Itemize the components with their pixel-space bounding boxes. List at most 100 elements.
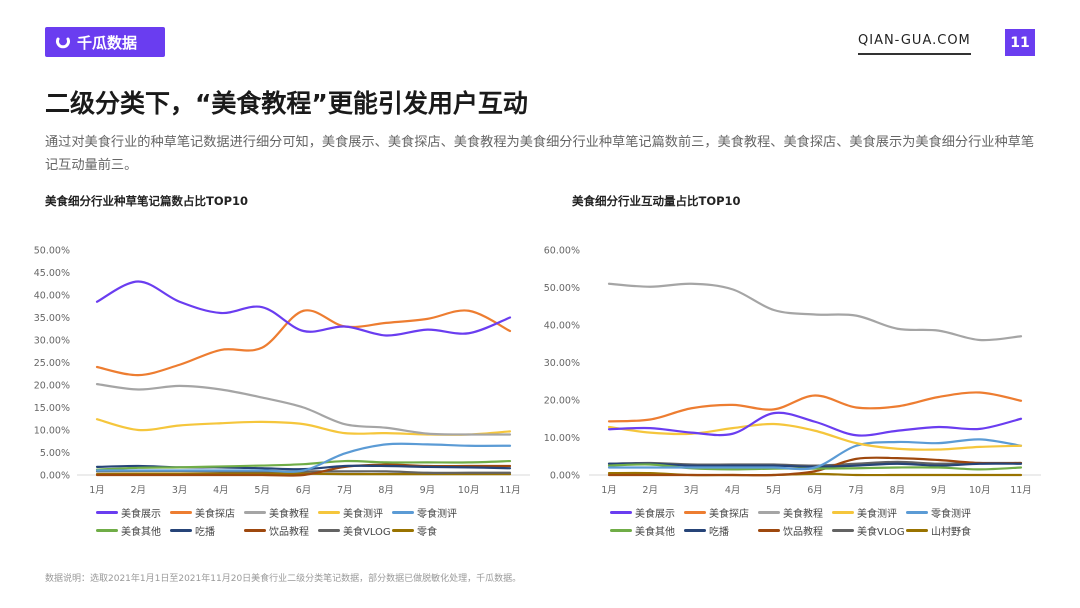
y-tick-label: 40.00%: [34, 291, 70, 302]
data-note: 数据说明：选取2021年1月1日至2021年11月20日美食行业二级分类笔记数据…: [45, 574, 522, 584]
legend-swatch: [684, 529, 706, 532]
legend-swatch: [244, 529, 266, 532]
legend-swatch: [684, 511, 706, 514]
legend-label: 零食测评: [417, 509, 457, 520]
legend-item: 吃播: [684, 523, 758, 538]
legend-swatch: [392, 511, 414, 514]
y-tick-label: 40.00%: [544, 321, 580, 332]
legend-swatch: [96, 511, 118, 514]
legend-swatch: [170, 511, 192, 514]
legend-label: 美食其他: [121, 527, 161, 538]
legend-label: 美食其他: [635, 527, 675, 538]
legend-item: 饮品教程: [758, 523, 832, 538]
legend-item: 零食测评: [392, 505, 466, 520]
legend-label: 吃播: [709, 527, 729, 538]
interaction-chart-legend: 美食展示 美食探店 美食教程 美食测评 零食测评 美食其他 吃播 饮品教程 美食VLOG 山村野食: [610, 505, 980, 538]
x-tick-label: 3月: [172, 485, 188, 495]
series-line-美食测评: [95, 418, 512, 436]
legend-item: 美食探店: [170, 505, 244, 520]
legend-item: 美食展示: [96, 505, 170, 520]
y-tick-label: 20.00%: [544, 396, 580, 407]
legend-label: 美食探店: [195, 509, 235, 520]
x-tick-label: 1月: [601, 485, 617, 495]
x-tick-label: 6月: [296, 485, 312, 495]
legend-swatch: [758, 511, 780, 514]
legend-item: 美食VLOG: [832, 523, 906, 538]
y-tick-label: 0.00%: [550, 471, 580, 482]
x-tick-label: 4月: [725, 485, 741, 495]
x-tick-label: 8月: [890, 485, 906, 495]
legend-label: 零食测评: [931, 509, 971, 520]
legend-swatch: [392, 529, 414, 532]
legend-swatch: [170, 529, 192, 532]
legend-label: 美食VLOG: [343, 527, 391, 538]
series-line-美食教程: [607, 282, 1023, 342]
notes-share-chart: 0.00% 5.00% 10.00% 15.00% 20.00% 25.00% 30.00%…: [34, 246, 530, 495]
y-tick-label: 45.00%: [34, 268, 70, 279]
x-tick-label: 11月: [499, 485, 521, 495]
x-tick-label: 2月: [642, 485, 658, 495]
y-tick-label: 30.00%: [544, 358, 580, 369]
series-line-美食其他: [95, 459, 512, 471]
x-tick-label: 8月: [378, 485, 394, 495]
y-tick-label: 60.00%: [544, 246, 580, 257]
legend-label: 吃播: [195, 527, 215, 538]
x-tick-label: 10月: [969, 485, 991, 495]
series-line-零食测评: [95, 442, 512, 473]
legend-swatch: [906, 511, 928, 514]
legend-item: 美食测评: [318, 505, 392, 520]
x-tick-label: 1月: [89, 485, 105, 495]
legend-swatch: [832, 529, 854, 532]
y-tick-label: 50.00%: [34, 246, 70, 257]
series-line-美食展示: [95, 280, 512, 337]
page-number: 11: [1005, 29, 1035, 56]
series-line-美食测评: [607, 422, 1023, 451]
legend-label: 美食测评: [857, 509, 897, 520]
legend-label: 美食测评: [343, 509, 383, 520]
legend-swatch: [318, 511, 340, 514]
legend-label: 零食: [417, 527, 437, 538]
x-tick-label: 7月: [337, 485, 353, 495]
x-tick-label: 5月: [766, 485, 782, 495]
chart-title-notes: 美食细分行业种草笔记篇数占比TOP10: [45, 194, 249, 208]
logo-icon: [56, 37, 70, 49]
legend-label: 美食展示: [635, 509, 675, 520]
series-line-零食测评: [607, 438, 1023, 471]
x-tick-label: 11月: [1010, 485, 1032, 495]
legend-item: 美食展示: [610, 505, 684, 520]
y-tick-label: 20.00%: [34, 381, 70, 392]
legend-label: 美食探店: [709, 509, 749, 520]
legend-item: 美食其他: [96, 523, 170, 538]
interaction-share-chart: 0.00% 10.00% 20.00% 30.00% 40.00% 50.00% 60.00…: [544, 246, 1041, 495]
legend-label: 美食VLOG: [857, 527, 905, 538]
x-tick-label: 10月: [458, 485, 480, 495]
y-tick-label: 15.00%: [34, 403, 70, 414]
legend-item: 美食教程: [758, 505, 832, 520]
legend-item: 美食VLOG: [318, 523, 392, 538]
site-url: QIAN-GUA.COM: [858, 33, 971, 55]
y-tick-label: 35.00%: [34, 313, 70, 324]
x-tick-label: 9月: [931, 485, 947, 495]
x-tick-label: 7月: [848, 485, 864, 495]
series-line-美食展示: [607, 411, 1023, 437]
logo-text: 千瓜数据: [77, 33, 138, 52]
legend-item: 美食探店: [684, 505, 758, 520]
description: 通过对美食行业的种草笔记数据进行细分可知，美食展示、美食探店、美食教程为美食细分…: [45, 135, 1035, 173]
series-line-美食探店: [95, 309, 512, 377]
legend-label: 饮品教程: [269, 527, 309, 538]
x-tick-label: 2月: [131, 485, 147, 495]
page-title: 二级分类下，“美食教程”更能引发用户互动: [45, 89, 528, 118]
legend-item: 零食测评: [906, 505, 980, 520]
series-line-饮品教程: [607, 456, 1023, 477]
y-tick-label: 10.00%: [544, 433, 580, 444]
legend-swatch: [906, 529, 928, 532]
x-tick-label: 3月: [684, 485, 700, 495]
legend-label: 美食教程: [783, 509, 823, 520]
chart-title-interactions: 美食细分行业互动量占比TOP10: [572, 194, 741, 208]
legend-item: 美食其他: [610, 523, 684, 538]
x-tick-label: 9月: [420, 485, 436, 495]
legend-swatch: [832, 511, 854, 514]
series-line-零食: [95, 472, 512, 476]
legend-item: 零食: [392, 523, 466, 538]
